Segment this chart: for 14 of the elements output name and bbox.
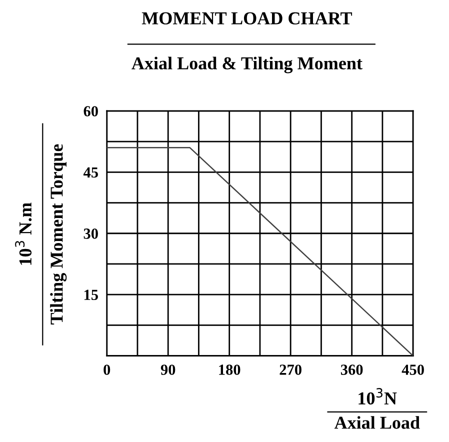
x-axis-title: 10$^{3}$N Axial Load (334, 388, 420, 429)
y-axis-title: 10$^{3}$ N.m Tilting Moment Torque (15, 144, 67, 324)
y-tick-label: 60 (84, 106, 98, 116)
x-tick-label: 270 (280, 364, 302, 375)
x-tick-label: 180 (219, 364, 240, 375)
y-tick-label: 45 (83, 167, 98, 178)
chart-title: MOMENT LOAD CHART (142, 12, 352, 24)
x-tick-label: 0 (104, 364, 110, 375)
y-tick-label: 15 (84, 290, 98, 300)
x-tick-label: 90 (160, 364, 176, 375)
x-tick-label: 450 (402, 364, 424, 375)
x-tick-label: 360 (340, 364, 363, 375)
y-tick-label: 30 (84, 228, 98, 239)
chart-subtitle: Axial Load & Tilting Moment (132, 56, 362, 74)
